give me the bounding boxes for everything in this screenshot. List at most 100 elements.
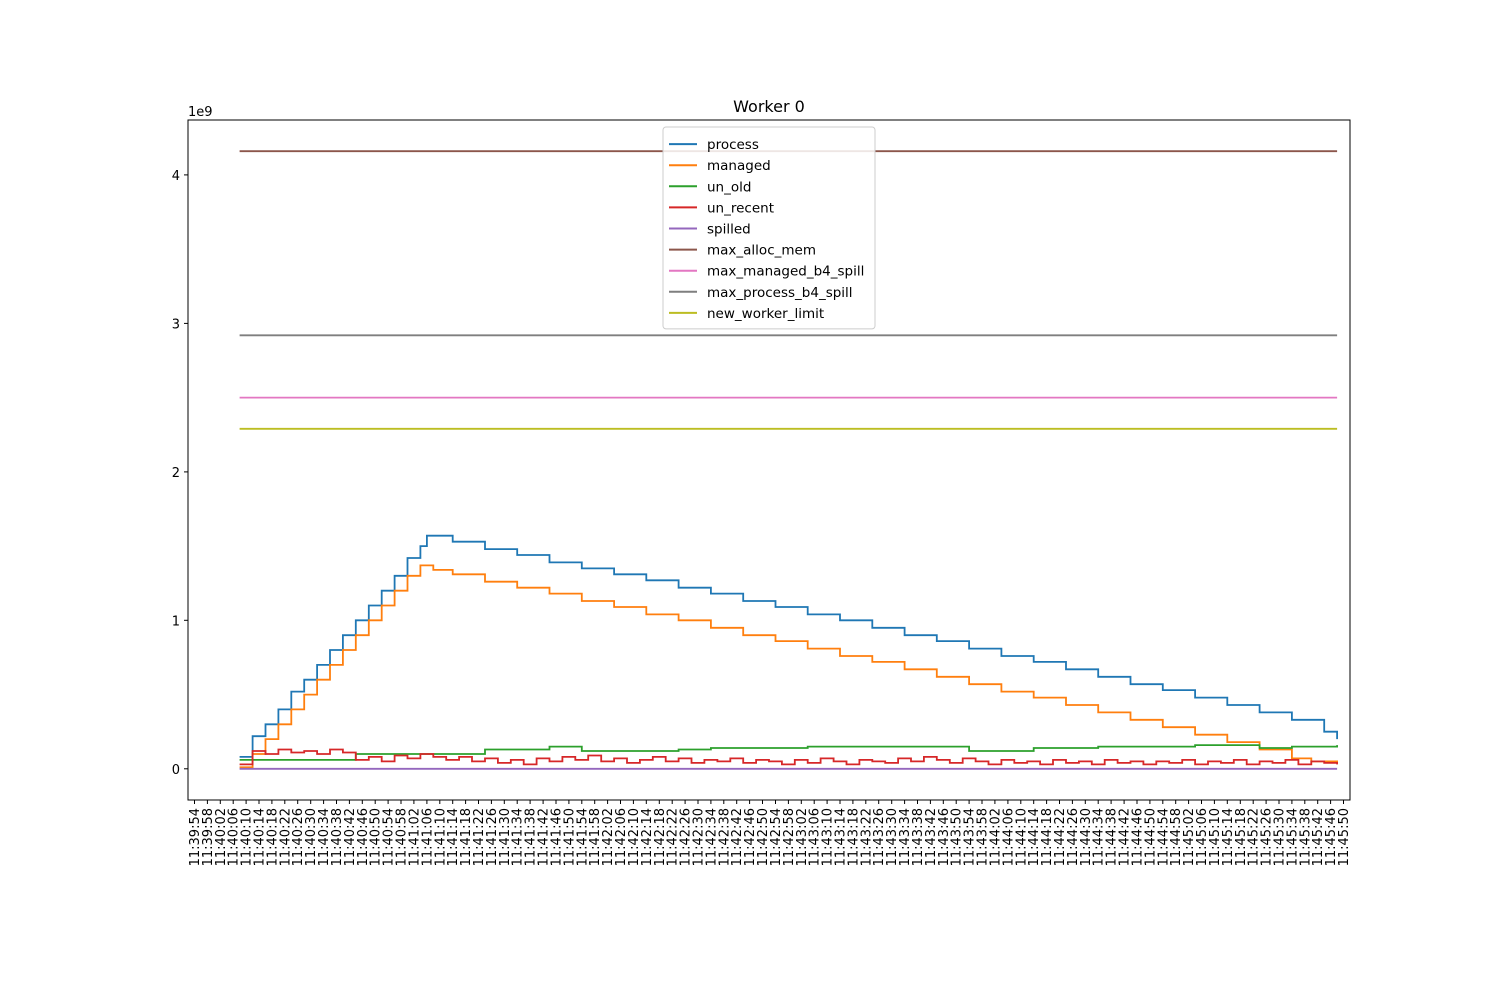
x-tick-label: 11:41:30 [498,808,513,866]
x-tick-label: 11:40:58 [395,808,410,866]
x-tick-label: 11:40:18 [265,808,280,866]
x-tick-label: 11:43:34 [898,808,913,866]
series-line-un-recent [239,748,1338,766]
y-tick-label: 0 [172,763,180,778]
legend-label-managed: managed [707,158,771,174]
x-tick-label: 11:42:18 [653,808,668,866]
x-tick-label: 11:45:18 [1234,808,1249,866]
x-tick-label: 11:44:34 [1092,808,1107,866]
x-tick-label: 11:43:54 [963,808,978,866]
x-tick-label: 11:42:42 [730,808,745,866]
y-tick-label: 1 [172,614,180,629]
x-tick-label: 11:42:14 [640,808,655,866]
x-tick-label: 11:42:54 [769,808,784,866]
x-tick-label: 11:41:42 [537,808,552,866]
x-tick-label: 11:39:54 [188,808,203,866]
x-tick-label: 11:40:22 [278,808,293,866]
x-tick-label: 11:40:46 [356,808,371,866]
x-tick-label: 11:45:42 [1311,808,1326,866]
x-tick-label: 11:40:34 [317,808,332,866]
x-tick-label: 11:44:10 [1014,808,1029,866]
x-tick-label: 11:44:58 [1169,808,1184,866]
series-line-process [239,534,1338,758]
x-tick-label: 11:43:50 [950,808,965,866]
x-tick-label: 11:41:22 [472,808,487,866]
x-tick-label: 11:43:46 [937,808,952,866]
x-tick-label: 11:40:02 [214,808,229,866]
x-tick-label: 11:45:46 [1324,808,1339,866]
x-tick-label: 11:45:34 [1285,808,1300,866]
x-tick-label: 11:42:10 [627,808,642,866]
x-tick-label: 11:41:34 [511,808,526,866]
x-tick-label: 11:41:10 [433,808,448,866]
legend-label-un-old: un_old [707,179,751,195]
x-tick-label: 11:44:02 [988,808,1003,866]
x-tick-label: 11:42:50 [756,808,771,866]
x-tick-label: 11:43:30 [885,808,900,866]
y-tick-label: 3 [172,317,180,332]
x-tick-label: 11:42:34 [704,808,719,866]
y-axis-multiplier: 1e9 [188,105,213,120]
x-tick-label: 11:43:26 [872,808,887,866]
legend-label-new-worker-limit: new_worker_limit [707,306,824,322]
y-tick-label: 2 [172,466,180,481]
x-tick-label: 11:40:50 [369,808,384,866]
x-tick-label: 11:41:50 [562,808,577,866]
x-tick-label: 11:39:58 [201,808,216,866]
legend-label-max-managed-b4-spill: max_managed_b4_spill [707,264,864,280]
x-tick-label: 11:41:02 [407,808,422,866]
y-tick-label: 4 [172,169,180,184]
x-tick-label: 11:41:26 [485,808,500,866]
x-tick-label: 11:44:54 [1156,808,1171,866]
x-tick-label: 11:40:26 [291,808,306,866]
x-tick-label: 11:43:02 [795,808,810,866]
x-tick-label: 11:44:14 [1027,808,1042,866]
x-tick-label: 11:44:30 [1079,808,1094,866]
x-tick-label: 11:45:02 [1182,808,1197,866]
x-tick-label: 11:40:42 [343,808,358,866]
x-tick-label: 11:44:42 [1118,808,1133,866]
x-tick-label: 11:44:22 [1053,808,1068,866]
legend-label-process: process [707,137,759,153]
x-tick-label: 11:40:30 [304,808,319,866]
series-line-un-old [239,744,1338,761]
x-tick-label: 11:44:18 [1040,808,1055,866]
x-tick-label: 11:45:26 [1260,808,1275,866]
plot-frame [187,119,1351,801]
x-tick-label: 11:42:58 [782,808,797,866]
x-tick-label: 11:41:06 [420,808,435,866]
series-line-managed [239,564,1338,769]
x-tick-label: 11:45:14 [1221,808,1236,866]
x-tick-label: 11:45:50 [1337,808,1352,866]
x-tick-label: 11:41:14 [446,808,461,866]
legend-label-max-process-b4-spill: max_process_b4_spill [707,285,853,301]
legend-box [662,126,876,330]
x-tick-label: 11:44:06 [1001,808,1016,866]
legend-label-max-alloc-mem: max_alloc_mem [707,243,816,259]
x-tick-label: 11:41:54 [575,808,590,866]
x-tick-label: 11:44:46 [1131,808,1146,866]
x-tick-label: 11:41:58 [588,808,603,866]
x-tick-label: 11:45:30 [1273,808,1288,866]
x-tick-label: 11:40:54 [382,808,397,866]
chart-title: Worker 0 [733,97,805,116]
x-tick-label: 11:40:06 [227,808,242,866]
x-tick-label: 11:45:38 [1298,808,1313,866]
x-tick-label: 11:42:02 [601,808,616,866]
x-tick-label: 11:42:38 [717,808,732,866]
x-tick-label: 11:45:10 [1208,808,1223,866]
x-tick-label: 11:40:14 [253,808,268,866]
x-tick-label: 11:41:46 [550,808,565,866]
x-tick-label: 11:45:22 [1247,808,1262,866]
x-tick-label: 11:43:42 [924,808,939,866]
x-tick-label: 11:44:38 [1105,808,1120,866]
legend-label-un-recent: un_recent [707,200,774,216]
x-tick-label: 11:44:26 [1066,808,1081,866]
legend-label-spilled: spilled [707,222,751,238]
x-tick-label: 11:42:30 [692,808,707,866]
x-tick-label: 11:43:14 [834,808,849,866]
x-tick-label: 11:43:06 [808,808,823,866]
